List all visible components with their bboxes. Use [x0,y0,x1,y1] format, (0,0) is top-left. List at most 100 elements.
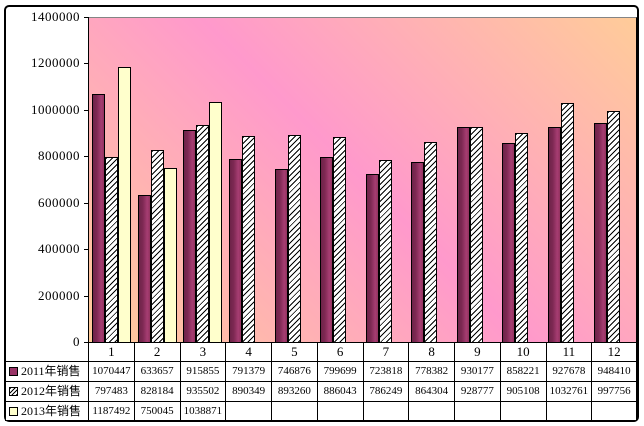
bar-2011年销售-3 [183,130,197,342]
y-axis-tick [84,17,89,18]
y-axis-tick [84,156,89,157]
bar-2011年销售-11 [548,127,562,342]
value-cell: 797483 [88,381,134,401]
y-axis-tick [84,296,89,297]
value-cell: 858221 [499,361,546,381]
value-cell: 997756 [591,381,637,401]
y-axis-label: 1200000 [31,55,80,70]
bar-2011年销售-7 [365,174,379,342]
y-axis-label: 1000000 [31,102,80,117]
bar-group-11 [545,18,591,342]
y-axis-tick [84,110,89,111]
bar-2012年销售-5 [287,135,301,342]
bar-group-5 [271,18,317,342]
legend-cell-2013年销售: 2013年销售 [5,401,88,421]
category-cell-4: 4 [225,342,271,361]
value-cell [454,401,500,421]
bar-2012年销售-3 [196,125,210,342]
bar-2012年销售-10 [515,133,529,342]
category-cell-11: 11 [545,342,592,361]
value-cell: 948410 [591,361,637,381]
value-cell: 1070447 [88,361,134,381]
value-cell: 746876 [271,361,317,381]
bar-2012年销售-8 [424,142,438,342]
category-cell-8: 8 [408,342,454,361]
bar-group-10 [499,18,545,342]
value-cell: 799699 [316,361,363,381]
y-axis-label: 800000 [38,148,80,163]
bar-2012年销售-12 [606,111,620,342]
y-axis-label: 600000 [38,195,80,210]
legend-swatch-icon [9,367,18,376]
category-cell-3: 3 [179,342,226,361]
value-cell: 927678 [545,361,592,381]
value-cell: 778382 [408,361,454,381]
value-cell: 890349 [225,381,271,401]
value-cell [271,401,317,421]
bar-group-6 [317,18,363,342]
legend-label: 2011年销售 [21,364,81,378]
bar-2013年销售-2 [163,168,177,342]
category-cell-7: 7 [362,342,409,361]
category-cell-12: 12 [591,342,637,361]
value-cell: 1187492 [88,401,134,421]
bar-group-1 [89,18,135,342]
legend-cell-2011年销售: 2011年销售 [5,361,88,381]
y-axis-tick [84,203,89,204]
value-cell [362,401,409,421]
category-cell-9: 9 [454,342,500,361]
bar-2012年销售-2 [150,150,164,342]
value-cell [225,401,271,421]
plot-area [88,17,637,342]
bar-2011年销售-4 [229,159,243,342]
bar-2012年销售-9 [469,127,483,342]
category-cell-6: 6 [316,342,363,361]
bar-2011年销售-9 [456,127,470,342]
value-cell: 935502 [179,381,226,401]
y-axis-label: 1400000 [31,9,80,24]
value-cell: 791379 [225,361,271,381]
value-cell: 1038871 [179,401,226,421]
chart-data-table: 1 2 3 4 5 6 7 8 9 10 11 12 2011年销售 1070447 633657 91585… [5,342,637,421]
value-cell: 828184 [133,381,180,401]
bar-group-7 [362,18,408,342]
value-cell: 928777 [454,381,500,401]
value-cell [408,401,454,421]
table-corner [5,342,88,361]
bar-group-9 [454,18,500,342]
value-cell [316,401,363,421]
value-cell: 633657 [133,361,180,381]
bar-2011年销售-12 [593,123,607,342]
value-cell: 750045 [133,401,180,421]
y-axis-tick [84,63,89,64]
legend-swatch-icon [9,406,18,416]
bar-2011年销售-2 [137,195,151,342]
bar-2012年销售-11 [561,103,575,342]
value-cell [591,401,637,421]
value-cell: 786249 [362,381,409,401]
value-cell: 915855 [179,361,226,381]
bar-2013年销售-1 [118,67,132,342]
value-cell: 893260 [271,381,317,401]
category-cell-1: 1 [88,342,134,361]
legend-label: 2012年销售 [21,384,82,398]
bar-2011年销售-5 [274,169,288,342]
bar-2012年销售-4 [242,136,256,342]
y-axis-label: 200000 [38,288,80,303]
chart-border [4,5,639,422]
bar-2012年销售-1 [105,157,119,342]
bar-2013年销售-3 [209,102,223,342]
bar-2012年销售-7 [378,160,392,342]
bar-group-12 [590,18,636,342]
bar-2012年销售-6 [333,137,347,342]
y-axis-label: 0 [73,334,80,349]
category-cell-10: 10 [499,342,546,361]
y-axis-tick [84,249,89,250]
bar-group-8 [408,18,454,342]
y-axis-tick [84,342,89,343]
value-cell: 905108 [499,381,546,401]
value-cell: 930177 [454,361,500,381]
category-cell-5: 5 [271,342,317,361]
category-cell-2: 2 [133,342,180,361]
